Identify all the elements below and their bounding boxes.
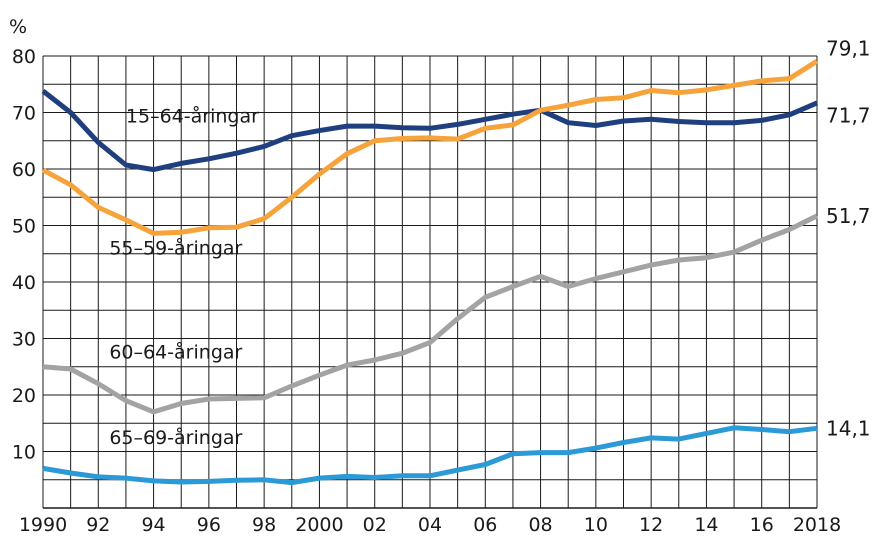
series-end-value-label: 51,7 [826,204,871,228]
grid [42,55,818,509]
series-name-label: 15–64-åringar [126,105,259,128]
x-tick-label: 16 [750,514,774,536]
series-line [42,425,818,486]
series-end-value-label: 14,1 [826,416,871,440]
y-tick-label: 80 [12,46,36,68]
series-lines [41,58,819,486]
y-tick-label: 60 [12,159,36,181]
x-tick-label: 98 [252,514,276,536]
x-tick-label: 1990 [19,514,67,536]
y-axis-unit-label: % [9,16,27,38]
x-tick-label: 96 [197,514,221,536]
x-tick-label: 12 [639,514,663,536]
series-name-label: 60–64-åringar [109,340,242,363]
x-tick-label: 02 [363,514,387,536]
y-tick-label: 10 [12,442,36,464]
series-line [41,89,818,173]
y-tick-label: 40 [12,272,36,294]
y-tick-label: 70 [12,103,36,125]
series-end-value-label: 79,1 [826,37,871,61]
x-tick-label: 10 [584,514,608,536]
x-tick-label: 06 [473,514,497,536]
x-axis-ticks: 1990 92 94 96 98 2000 02 04 06 08 10 12 14 16 2018 [19,514,841,536]
x-tick-label: 92 [86,514,110,536]
series-line [42,213,819,415]
series-line [41,58,819,236]
series-end-value-label: 71,7 [826,103,871,127]
end-value-labels: 71,7 79,1 51,7 14,1 [826,37,871,441]
series-name-label: 55–59-åringar [109,236,242,259]
x-tick-label: 14 [694,514,718,536]
x-tick-label: 04 [418,514,442,536]
x-tick-label: 2000 [295,514,343,536]
y-tick-label: 50 [12,216,36,238]
x-tick-label: 2018 [793,514,841,536]
y-tick-label: 30 [12,329,36,351]
series-name-label: 65–69-åringar [109,426,242,449]
y-tick-label: 20 [12,385,36,407]
y-axis-ticks: 10 20 30 40 50 60 70 80 [12,46,36,464]
series-labels: 15–64-åringar 55–59-åringar 60–64-åringar 6… [109,105,259,449]
x-tick-label: 08 [528,514,552,536]
x-tick-label: 94 [141,514,165,536]
